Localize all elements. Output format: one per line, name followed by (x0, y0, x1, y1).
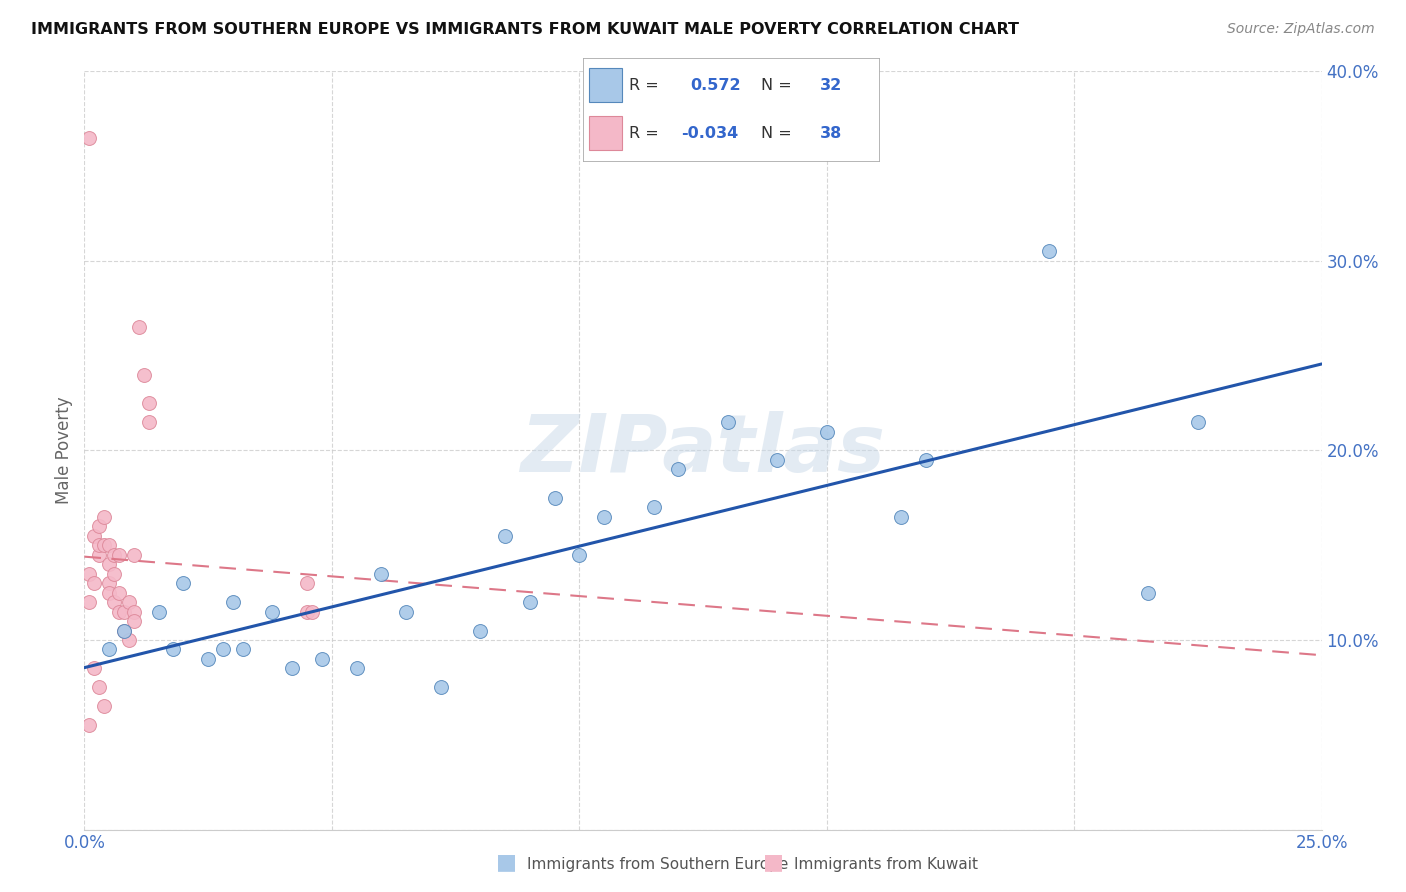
Point (79, 566, 101, 581)
Text: N =: N = (761, 78, 792, 93)
Text: ZIPatlas: ZIPatlas (520, 411, 886, 490)
Point (429, 681, 451, 695)
Point (914, 453, 936, 467)
Text: R =: R = (630, 78, 659, 93)
Point (118, 595, 141, 609)
Point (83, 576, 105, 591)
Point (79, 595, 101, 609)
Text: 38: 38 (820, 126, 842, 141)
Point (568, 548, 591, 562)
Point (132, 368, 155, 382)
Point (593, 509, 616, 524)
Point (122, 548, 145, 562)
Point (112, 605, 135, 619)
Text: Immigrants from Kuwait: Immigrants from Kuwait (794, 857, 979, 872)
Point (1187, 415, 1209, 429)
Point (138, 396, 160, 410)
Point (93, 699, 115, 714)
Point (79, 718, 101, 732)
Point (281, 661, 304, 675)
Point (128, 320, 150, 334)
Text: ■: ■ (496, 853, 516, 872)
Text: Source: ZipAtlas.com: Source: ZipAtlas.com (1227, 22, 1375, 37)
Bar (589, 69, 621, 102)
Point (122, 605, 145, 619)
Text: R =: R = (630, 126, 659, 141)
Point (79, 130, 101, 145)
Point (346, 661, 368, 675)
Point (301, 605, 323, 619)
Point (222, 595, 245, 609)
Point (470, 624, 492, 638)
Point (98, 557, 121, 572)
Point (108, 605, 131, 619)
Text: IMMIGRANTS FROM SOUTHERN EUROPE VS IMMIGRANTS FROM KUWAIT MALE POVERTY CORRELATI: IMMIGRANTS FROM SOUTHERN EUROPE VS IMMIG… (31, 22, 1019, 37)
Point (93, 538, 115, 552)
Text: Immigrants from Southern Europe: Immigrants from Southern Europe (527, 857, 789, 872)
Point (232, 642, 254, 657)
Point (666, 462, 689, 476)
Point (212, 642, 235, 657)
Point (262, 605, 284, 619)
Text: ■: ■ (763, 853, 783, 872)
Point (98, 585, 121, 599)
Point (494, 529, 516, 543)
Point (138, 415, 160, 429)
Point (643, 500, 665, 515)
Y-axis label: Male Poverty: Male Poverty (55, 397, 73, 504)
Point (103, 566, 125, 581)
Point (98, 538, 121, 552)
Point (98, 576, 121, 591)
Point (89, 519, 111, 533)
Text: N =: N = (761, 126, 792, 141)
Point (295, 576, 318, 591)
Point (93, 509, 115, 524)
Point (103, 595, 125, 609)
Point (197, 652, 219, 666)
Point (766, 453, 789, 467)
Point (172, 576, 194, 591)
Point (83, 529, 105, 543)
Point (112, 624, 135, 638)
Point (103, 548, 125, 562)
Point (543, 491, 565, 505)
Point (1137, 585, 1160, 599)
Bar (589, 117, 621, 150)
Text: 32: 32 (820, 78, 842, 93)
Point (118, 633, 141, 648)
Point (815, 425, 838, 439)
Text: 0.572: 0.572 (690, 78, 741, 93)
Point (112, 624, 135, 638)
Point (162, 642, 184, 657)
Point (108, 548, 131, 562)
Point (295, 605, 318, 619)
Point (311, 652, 333, 666)
Point (370, 566, 392, 581)
Point (98, 642, 121, 657)
Point (148, 605, 170, 619)
Point (89, 548, 111, 562)
Point (122, 614, 145, 628)
Point (395, 605, 418, 619)
Text: -0.034: -0.034 (681, 126, 738, 141)
Point (83, 661, 105, 675)
Point (1038, 244, 1060, 259)
Point (89, 681, 111, 695)
Point (519, 595, 541, 609)
Point (890, 509, 912, 524)
Point (89, 538, 111, 552)
Point (717, 415, 740, 429)
Point (108, 585, 131, 599)
